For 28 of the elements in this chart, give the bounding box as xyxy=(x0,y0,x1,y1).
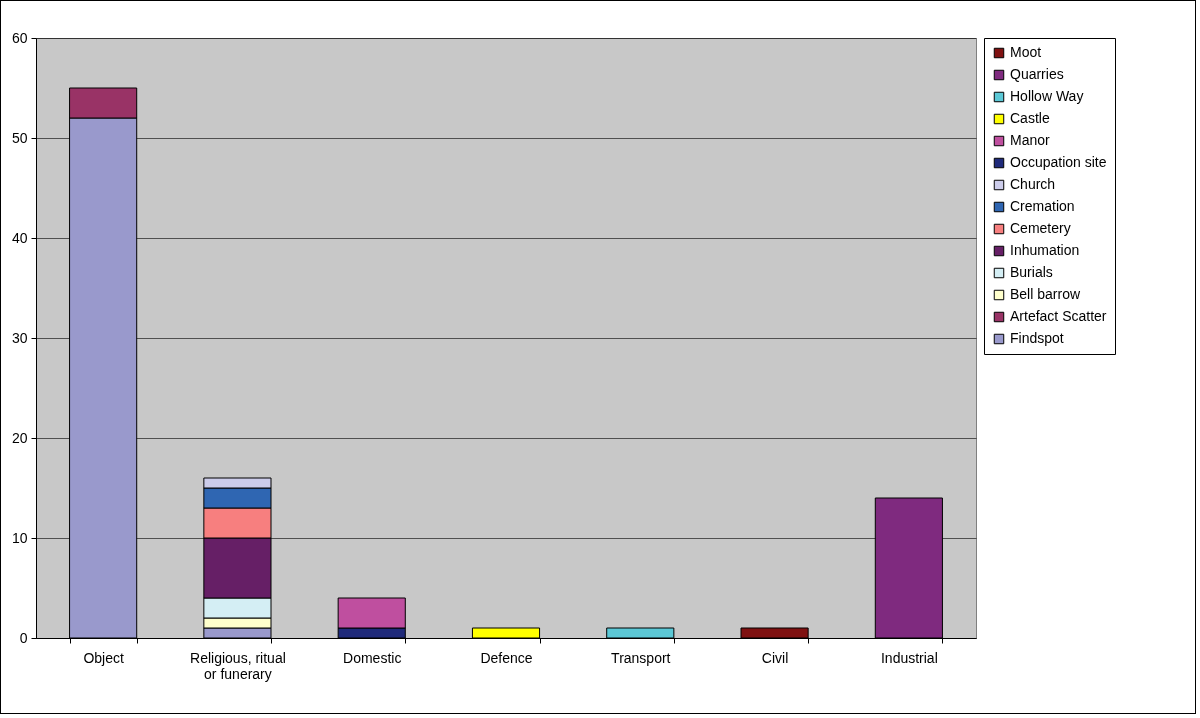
y-tick-label: 40 xyxy=(11,229,28,246)
legend-label: Cremation xyxy=(1010,198,1075,214)
legend-label: Castle xyxy=(1010,110,1050,126)
legend-label: Cemetery xyxy=(1010,220,1071,236)
x-tick-label: Transport xyxy=(611,649,671,666)
legend-label: Occupation site xyxy=(1010,154,1107,170)
legend-label: Manor xyxy=(1010,132,1051,148)
legend-label: Quarries xyxy=(1010,66,1064,82)
y-tick-label: 30 xyxy=(11,329,28,346)
x-tick-label: Domestic xyxy=(343,649,402,666)
legend-label: Artefact Scatter xyxy=(1010,308,1107,324)
x-tick-label: Industrial xyxy=(880,649,938,666)
legend-label: Inhumation xyxy=(1010,242,1080,258)
x-tick-label: Religious, ritual or funerary xyxy=(190,649,286,682)
x-tick-label: Defence xyxy=(480,649,533,666)
x-tick-label: Civil xyxy=(761,649,789,666)
x-tick-label: Object xyxy=(83,649,124,666)
legend-label: Bell barrow xyxy=(1010,286,1081,302)
legend-label: Moot xyxy=(1010,44,1042,60)
legend-label: Burials xyxy=(1010,264,1053,280)
y-tick-label: 50 xyxy=(11,129,28,146)
y-tick-label: 20 xyxy=(11,429,28,446)
legend-label: Church xyxy=(1010,176,1056,192)
y-tick-label: 10 xyxy=(11,529,28,546)
legend-label: Hollow Way xyxy=(1010,88,1084,104)
legend-label: Findspot xyxy=(1010,330,1064,346)
y-tick-label: 60 xyxy=(11,29,28,46)
y-tick-label: 0 xyxy=(19,629,28,646)
